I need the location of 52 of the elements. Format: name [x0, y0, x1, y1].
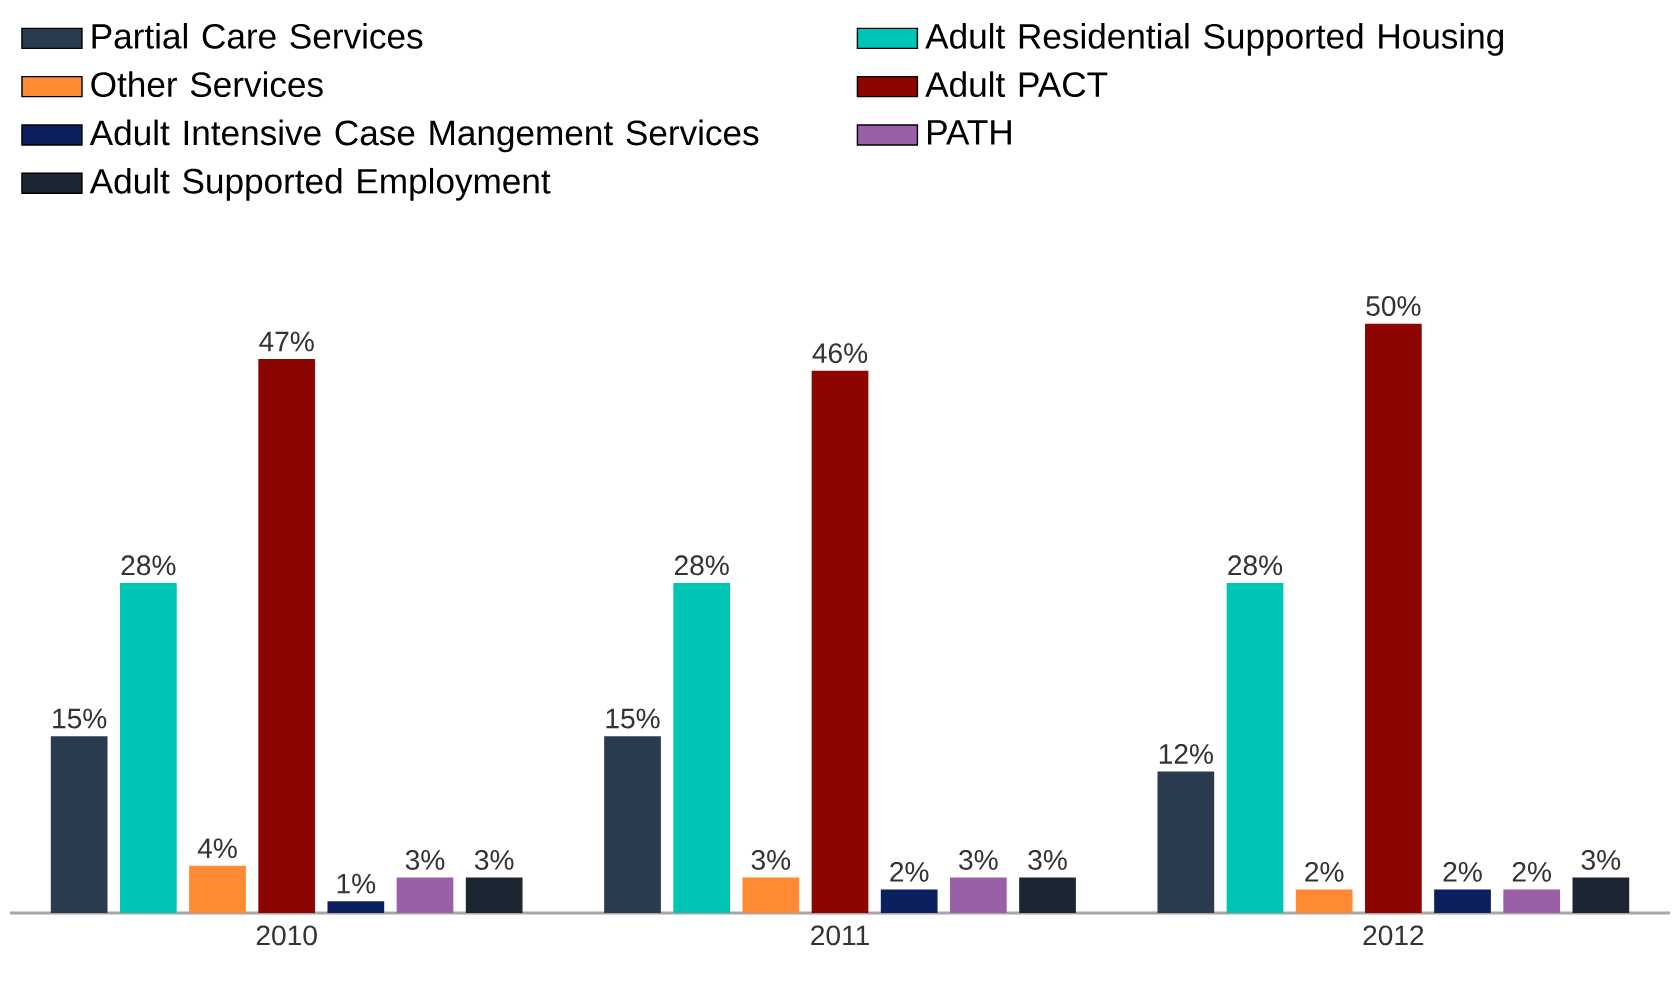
- data-label: 4%: [197, 838, 237, 859]
- bar: [327, 901, 385, 913]
- bar: [1019, 877, 1076, 913]
- data-label: 28%: [1228, 555, 1283, 576]
- bar: [1503, 889, 1561, 913]
- legend-label: Adult Intensive Case Mangement Services: [89, 119, 759, 153]
- x-tick-label: 2010: [256, 925, 317, 946]
- x-tick-label: 2011: [811, 925, 869, 946]
- legend-label: Other Services: [91, 71, 323, 98]
- data-label: 15%: [53, 708, 107, 729]
- data-label: 2%: [1305, 861, 1344, 882]
- bar: [396, 877, 454, 913]
- legend-label: Adult Supported Employment: [89, 167, 551, 201]
- bar: [119, 582, 177, 913]
- data-label: 46%: [812, 343, 868, 364]
- data-label: 47%: [259, 331, 314, 352]
- bar: [1157, 771, 1215, 913]
- data-label: 3%: [959, 850, 998, 870]
- data-label: 28%: [674, 555, 729, 576]
- bar: [465, 877, 523, 913]
- data-label: 2%: [1512, 861, 1551, 882]
- bar: [1434, 889, 1491, 913]
- legend-label: Adult Residential Supported Housing: [925, 22, 1504, 56]
- bar: [950, 877, 1007, 913]
- data-label: 2%: [1443, 861, 1482, 882]
- bar: [1226, 582, 1284, 913]
- legend-label: Adult PACT: [925, 71, 1108, 98]
- data-label: 3%: [474, 850, 514, 870]
- bar: [258, 359, 316, 913]
- data-label: 1%: [337, 873, 376, 894]
- data-label: 50%: [1366, 296, 1421, 316]
- bar: [189, 865, 246, 913]
- bar: [1295, 889, 1353, 913]
- data-label: 2%: [890, 861, 929, 882]
- data-label: 3%: [1581, 850, 1621, 870]
- data-label: 3%: [1028, 850, 1067, 870]
- data-label: 3%: [405, 850, 445, 870]
- data-label: 15%: [606, 708, 660, 729]
- data-label: 3%: [751, 850, 791, 870]
- bar: [604, 736, 661, 913]
- data-label: 12%: [1159, 744, 1213, 764]
- bar: [1572, 877, 1630, 913]
- data-label: 28%: [121, 555, 176, 576]
- legend-label: PATH: [928, 120, 1011, 145]
- bar: [1364, 323, 1422, 913]
- bar: [742, 877, 800, 913]
- bar: [50, 736, 108, 913]
- legend-label: Partial Care Services: [92, 22, 423, 49]
- x-tick-label: 2012: [1363, 925, 1424, 946]
- bar: [880, 889, 938, 913]
- bar: [673, 582, 731, 913]
- bar: [811, 370, 869, 913]
